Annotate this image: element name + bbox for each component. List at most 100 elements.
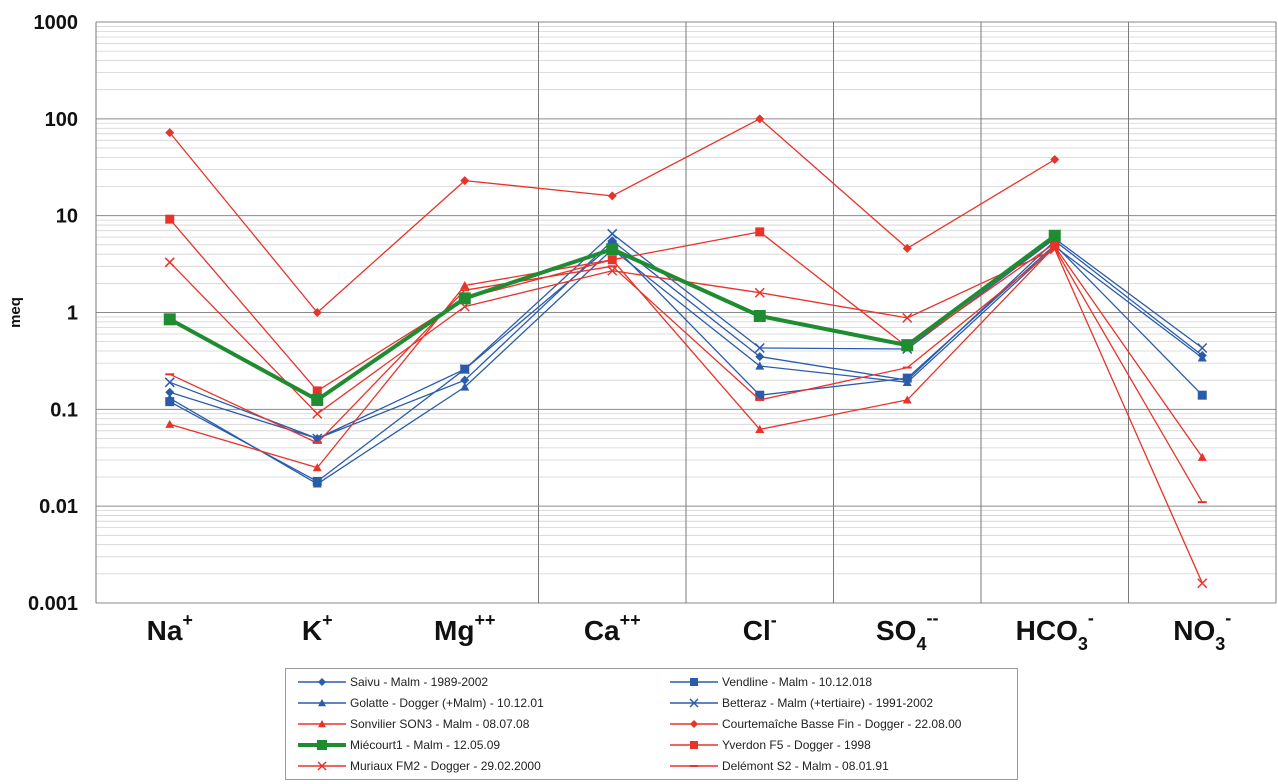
data-point [1197, 390, 1207, 400]
data-point [312, 408, 323, 419]
legend-swatch-marker [690, 678, 698, 686]
series-line [169, 245, 1203, 469]
legend-swatch-marker [689, 698, 699, 708]
legend-swatch-marker [318, 678, 326, 686]
data-point [755, 227, 765, 237]
data-point [460, 375, 470, 385]
legend-swatch [670, 765, 718, 767]
legend-swatch-marker [317, 761, 327, 771]
x-category-label: Cl- [743, 610, 777, 646]
data-point [1197, 452, 1207, 461]
data-point [606, 243, 619, 256]
legend-swatch [298, 761, 346, 771]
legend-item: Courtemaîche Basse Fin - Dogger - 22.08.… [666, 715, 961, 733]
data-point [902, 377, 912, 386]
data-point [902, 312, 913, 323]
legend-item: Delémont S2 - Malm - 08.01.91 [666, 757, 889, 775]
legend-swatch [298, 740, 346, 750]
data-point [165, 419, 175, 428]
data-point [607, 191, 617, 201]
data-point [163, 313, 176, 326]
legend-item: Muriaux FM2 - Dogger - 29.02.2000 [294, 757, 541, 775]
legend-swatch-marker [318, 720, 326, 728]
series-line [169, 245, 1203, 485]
legend-swatch [670, 720, 718, 728]
data-point [902, 395, 912, 404]
legend: Saivu - Malm - 1989-2002 Vendline - Malm … [285, 668, 1018, 780]
data-point [460, 176, 470, 186]
legend-label: Miécourt1 - Malm - 12.05.09 [350, 738, 501, 752]
data-point [755, 424, 765, 434]
data-point [755, 390, 765, 400]
legend-swatch [670, 678, 718, 686]
data-point [312, 479, 322, 488]
legend-label: Vendline - Malm - 10.12.018 [722, 675, 873, 689]
x-category-label: Mg++ [434, 610, 495, 646]
legend-swatch [298, 720, 346, 728]
legend-label: Golatte - Dogger (+Malm) - 10.12.01 [350, 696, 544, 710]
legend-label: Yverdon F5 - Dogger - 1998 [722, 738, 871, 752]
y-tick-label: 10 [56, 206, 78, 228]
series-line [169, 240, 1203, 440]
legend-item: Saivu - Malm - 1989-2002 [294, 673, 488, 691]
data-point [755, 352, 765, 362]
legend-item: Miécourt1 - Malm - 12.05.09 [294, 736, 500, 754]
data-point [165, 214, 175, 224]
data-point [1197, 578, 1208, 589]
legend-item: Yverdon F5 - Dogger - 1998 [666, 736, 871, 754]
data-point [164, 377, 175, 388]
data-point [1197, 353, 1207, 362]
data-point [755, 361, 765, 370]
legend-label: Saivu - Malm - 1989-2002 [350, 675, 489, 689]
data-point [901, 339, 914, 352]
series-9 [165, 247, 1207, 504]
data-point [165, 393, 175, 402]
data-point [460, 281, 470, 290]
x-category-label: Na+ [147, 610, 193, 646]
data-point [312, 463, 322, 472]
y-tick-label: 1 [67, 303, 78, 325]
legend-label: Muriaux FM2 - Dogger - 29.02.2000 [350, 759, 541, 773]
y-tick-label: 0.001 [28, 593, 78, 615]
x-category-label: Ca++ [584, 610, 641, 646]
legend-swatch [670, 698, 718, 708]
axes: 0.001 0.01 0.1 1 10 100 1000 meq Na+ K+ Mg++ Ca++ Cl… [7, 12, 1277, 654]
legend-item: Vendline - Malm - 10.12.018 [666, 673, 872, 691]
series-5 [165, 114, 1060, 317]
legend-item: Sonvilier SON3 - Malm - 08.07.08 [294, 715, 529, 733]
y-tick-label: 0.01 [39, 496, 78, 518]
data-point [753, 310, 766, 323]
data-point [607, 228, 618, 239]
legend-swatch-marker [690, 720, 698, 728]
legend-item: Golatte - Dogger (+Malm) - 10.12.01 [294, 694, 544, 712]
data-point [312, 386, 322, 396]
x-category-label: SO4-- [876, 608, 938, 654]
legend-label: Betteraz - Malm (+tertiaire) - 1991-2002 [722, 696, 934, 710]
legend-label: Delémont S2 - Malm - 08.01.91 [722, 759, 889, 773]
legend-swatch-marker [690, 741, 698, 749]
y-tick-label: 1000 [34, 12, 79, 34]
legend-item: Betteraz - Malm (+tertiaire) - 1991-2002 [666, 694, 933, 712]
data-point [1050, 155, 1060, 165]
data-point [607, 265, 618, 276]
data-point [902, 243, 912, 253]
data-point [1050, 238, 1060, 248]
series-6 [163, 229, 1061, 406]
data-point [754, 287, 765, 298]
legend-swatch [298, 699, 346, 707]
y-axis-label: meq [7, 297, 24, 328]
data-point [755, 114, 765, 124]
legend-label: Courtemaîche Basse Fin - Dogger - 22.08.… [722, 717, 962, 731]
data-point [458, 292, 471, 305]
series-group [163, 114, 1208, 589]
data-point [1197, 342, 1208, 354]
y-tick-label: 0.1 [50, 399, 78, 421]
y-tick-label: 100 [45, 109, 78, 131]
data-point [165, 387, 175, 397]
legend-swatch [670, 741, 718, 749]
data-point [607, 255, 617, 265]
data-point [754, 342, 765, 354]
data-point [460, 382, 470, 391]
data-point [1048, 229, 1061, 242]
legend-swatch-marker [318, 699, 326, 707]
